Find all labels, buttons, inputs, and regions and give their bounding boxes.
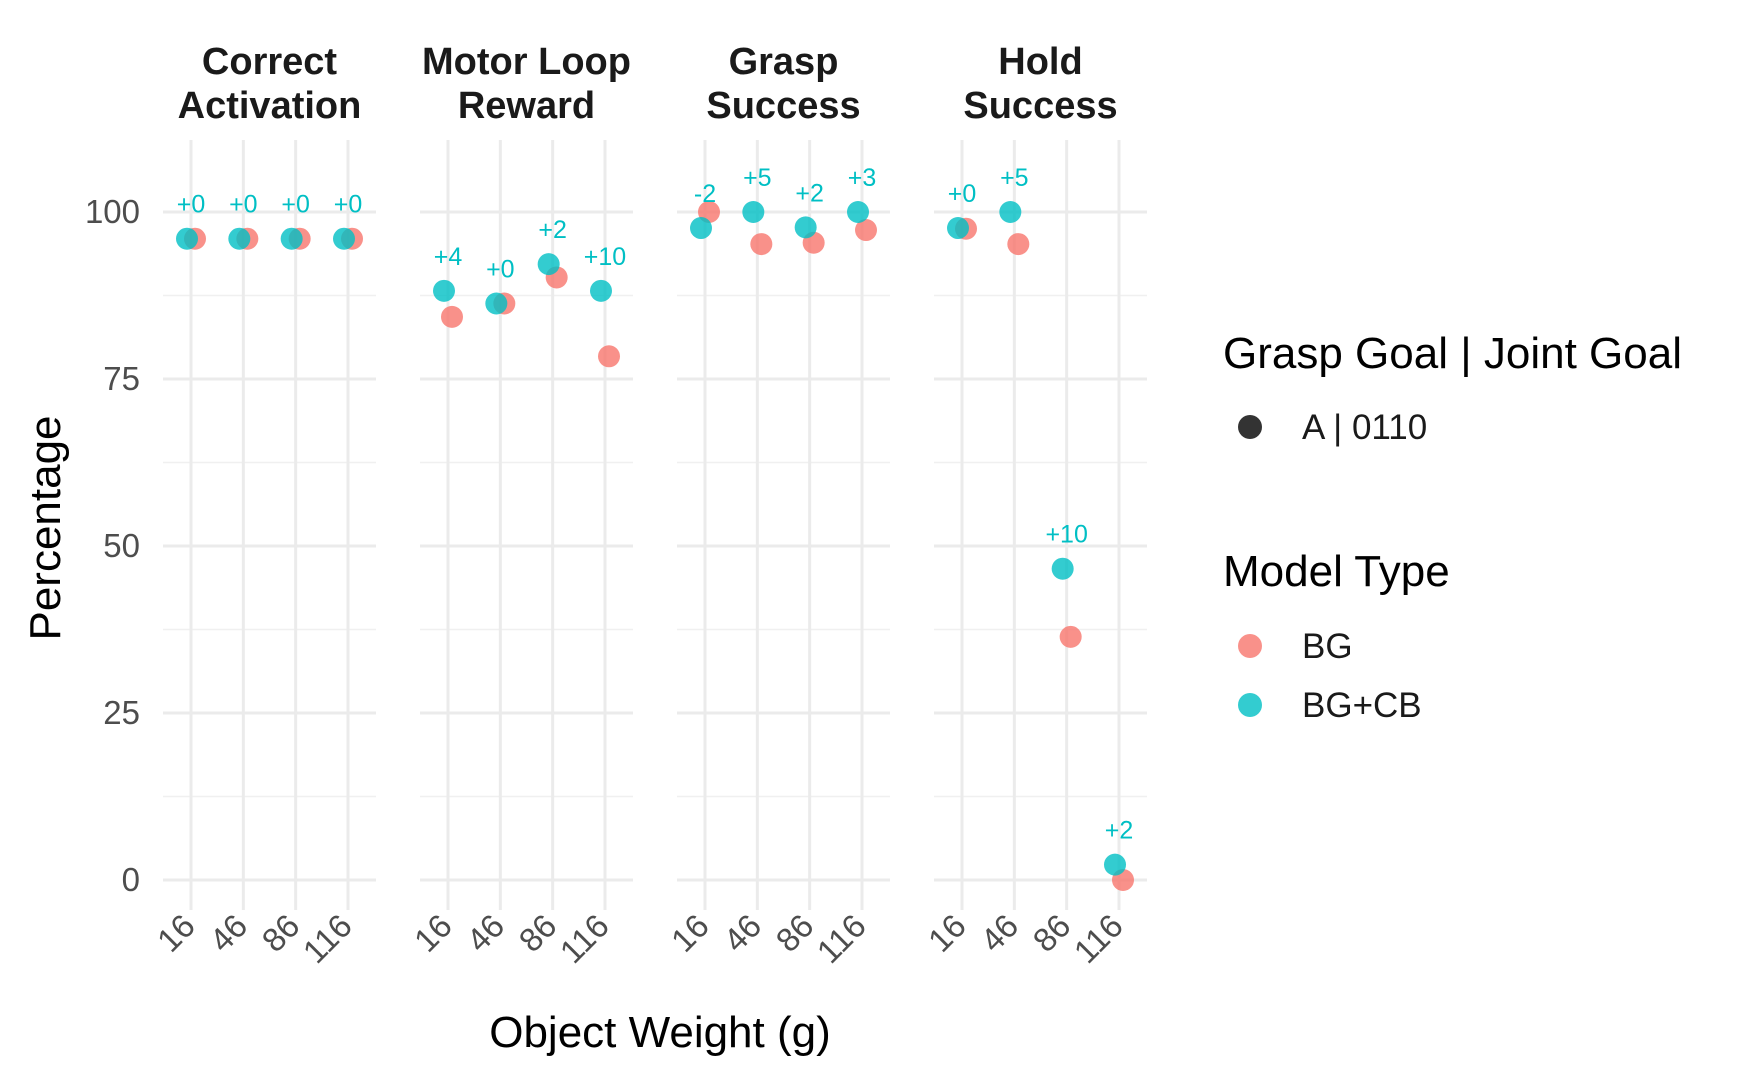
- facet-title: Success: [963, 85, 1117, 127]
- difference-label: +0: [229, 191, 258, 219]
- data-point-bg-cb: [690, 217, 712, 240]
- x-tick-label: 116: [810, 907, 873, 970]
- legend-shape-key: [1238, 415, 1262, 439]
- legend-shape-title: Grasp Goal | Joint Goal: [1223, 329, 1682, 378]
- difference-label: +0: [281, 191, 310, 219]
- difference-label: +10: [584, 243, 626, 271]
- legend-color-title: Model Type: [1223, 547, 1450, 596]
- facet-title: Correct: [202, 41, 337, 83]
- difference-label: +10: [1045, 521, 1087, 549]
- x-tick-label: 46: [459, 907, 511, 959]
- difference-label: +2: [1105, 817, 1134, 845]
- difference-label: +2: [795, 179, 824, 207]
- x-tick-label: 16: [664, 907, 716, 959]
- x-tick-label: 86: [254, 907, 306, 959]
- x-axis-title: Object Weight (g): [489, 1008, 831, 1057]
- data-point-bg-cb: [947, 217, 969, 240]
- data-point-bg-cb: [176, 227, 198, 250]
- data-point-bg-cb: [280, 227, 303, 250]
- data-point-bg-cb: [1104, 853, 1126, 876]
- data-point-bg-cb: [333, 227, 355, 250]
- legend-color-key-bg-cb: [1238, 693, 1262, 717]
- difference-label: +0: [177, 191, 206, 219]
- legend-color-label: BG: [1302, 627, 1353, 666]
- y-tick-label: 75: [103, 360, 140, 397]
- data-point-bg: [1059, 625, 1082, 648]
- x-tick-label: 86: [768, 907, 820, 959]
- data-point-bg-cb: [485, 292, 508, 315]
- difference-label: +3: [848, 164, 877, 192]
- facet-title: Hold: [998, 41, 1082, 83]
- difference-label: +5: [1000, 164, 1029, 192]
- data-point-bg-cb: [999, 201, 1022, 223]
- legend: Grasp Goal | Joint Goal Model Type A | 0…: [1223, 329, 1682, 725]
- legend-shape-label: A | 0110: [1302, 408, 1427, 447]
- facet-title: Activation: [178, 85, 362, 127]
- data-point-bg-cb: [537, 253, 560, 276]
- facet-title: Success: [706, 85, 860, 127]
- data-point-bg: [441, 305, 463, 328]
- facet-title: Motor Loop: [422, 41, 631, 83]
- data-point-bg-cb: [794, 216, 817, 239]
- x-tick-label: 16: [150, 907, 202, 959]
- difference-label: +4: [434, 243, 463, 271]
- difference-label: +0: [948, 180, 977, 208]
- y-tick-label: 100: [85, 193, 140, 230]
- y-tick-label: 0: [122, 861, 140, 898]
- data-point-bg: [598, 345, 620, 368]
- difference-label: -2: [694, 180, 716, 208]
- data-point-bg-cb: [590, 279, 612, 302]
- y-axis: 0 25 50 75 100: [85, 193, 140, 898]
- data-point-bg-cb: [847, 201, 869, 223]
- x-tick-label: 116: [296, 907, 359, 970]
- x-tick-label: 16: [407, 907, 459, 959]
- x-tick-label: 116: [553, 907, 616, 970]
- data-point-bg: [1007, 233, 1030, 256]
- facet-title: Reward: [458, 85, 595, 127]
- x-tick-label: 46: [973, 907, 1025, 959]
- y-tick-label: 25: [103, 694, 140, 731]
- difference-label: +5: [743, 164, 772, 192]
- x-tick-label: 16: [921, 907, 973, 959]
- data-point-bg: [750, 233, 773, 256]
- x-tick-label: 46: [716, 907, 768, 959]
- y-axis-title: Percentage: [21, 415, 70, 640]
- y-tick-label: 50: [103, 527, 140, 564]
- x-tick-label: 86: [1025, 907, 1077, 959]
- data-point-bg-cb: [433, 279, 455, 302]
- difference-label: +0: [486, 256, 515, 284]
- x-tick-label: 46: [202, 907, 254, 959]
- data-point-bg-cb: [742, 201, 765, 223]
- facet-title: Grasp: [729, 41, 839, 83]
- legend-color-key-bg: [1238, 634, 1262, 658]
- data-point-bg-cb: [228, 227, 251, 250]
- data-point-bg: [855, 219, 877, 242]
- legend-color-label: BG+CB: [1302, 686, 1422, 725]
- difference-label: +2: [538, 216, 567, 244]
- data-point-bg-cb: [1051, 557, 1074, 580]
- x-tick-label: 86: [511, 907, 563, 959]
- difference-label: +0: [334, 191, 363, 219]
- x-tick-label: 116: [1067, 907, 1130, 970]
